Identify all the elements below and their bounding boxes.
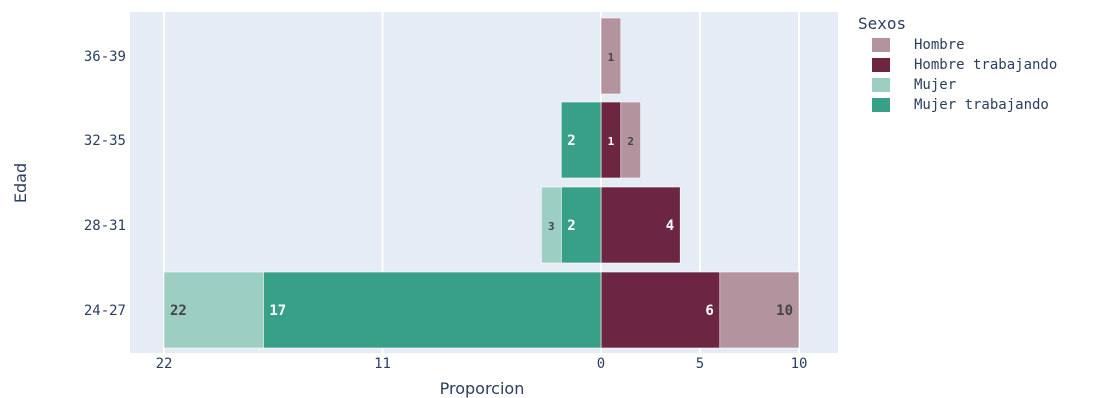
- legend-swatch: [872, 98, 890, 112]
- y-tick-label: 28-31: [84, 218, 126, 234]
- bar-data-label: 1: [608, 135, 615, 148]
- bar-mujer-trabajando: [560, 101, 602, 179]
- x-tick-label: 22: [156, 356, 173, 372]
- legend-swatch: [872, 78, 890, 92]
- bar-hombre: [620, 101, 641, 179]
- legend-item-hombre[interactable]: Hombre: [858, 35, 1057, 55]
- legend-label: Hombre: [914, 37, 965, 53]
- x-axis-title: Proporcion: [440, 379, 525, 398]
- legend-item-mujer[interactable]: Mujer: [858, 75, 1057, 95]
- bar-data-label: 10: [776, 303, 793, 319]
- bar-hombre: [600, 17, 622, 95]
- legend-title: Sexos: [858, 14, 907, 33]
- y-tick-label: 24-27: [84, 303, 126, 319]
- bar-data-label: 4: [666, 218, 674, 234]
- bar-data-label: 2: [567, 218, 575, 234]
- bar-mujer-trabajando: [560, 186, 602, 264]
- bar-data-label: 22: [170, 303, 187, 319]
- legend-swatch: [872, 58, 890, 72]
- x-tick-label: 0: [597, 356, 605, 372]
- x-axis-ticks: 22 11 0 5 10: [156, 356, 808, 372]
- bar-data-label: 3: [548, 220, 555, 233]
- x-tick-label: 5: [696, 356, 704, 372]
- y-tick-label: 32-35: [84, 133, 126, 149]
- legend-item-hombre-trabajando[interactable]: Hombre trabajando: [858, 55, 1057, 75]
- x-tick-label: 11: [374, 356, 391, 372]
- bar-mujer-trabajando: [263, 271, 602, 349]
- legend-swatch: [872, 38, 890, 52]
- legend-label: Hombre trabajando: [914, 57, 1058, 73]
- x-tick-label: 10: [791, 356, 808, 372]
- bar-data-label: 17: [269, 303, 286, 319]
- y-axis-title: Edad: [11, 163, 30, 203]
- legend-item-mujer-trabajando[interactable]: Mujer trabajando: [858, 95, 1057, 115]
- bar-data-label: 6: [705, 303, 713, 319]
- legend-items: Hombre Hombre trabajando Mujer Mujer trabaj…: [858, 35, 1057, 115]
- bar-data-label: 2: [567, 133, 575, 149]
- bar-mujer: [541, 186, 562, 264]
- bar-data-label: 2: [627, 135, 634, 148]
- legend: Sexos Hombre Hombre trabajando Mujer Mujer …: [858, 14, 1057, 115]
- legend-label: Mujer: [914, 77, 957, 93]
- bar-hombre: [719, 271, 800, 349]
- bar-hombre-trabajando: [600, 271, 721, 349]
- y-tick-label: 36-39: [84, 49, 126, 65]
- legend-label: Mujer trabajando: [914, 97, 1049, 113]
- bar-hombre-trabajando: [600, 186, 681, 264]
- bar-mujer: [163, 271, 264, 349]
- y-axis-ticks: 24-27 28-31 32-35 36-39: [84, 49, 126, 319]
- bar-data-label: 1: [608, 51, 615, 64]
